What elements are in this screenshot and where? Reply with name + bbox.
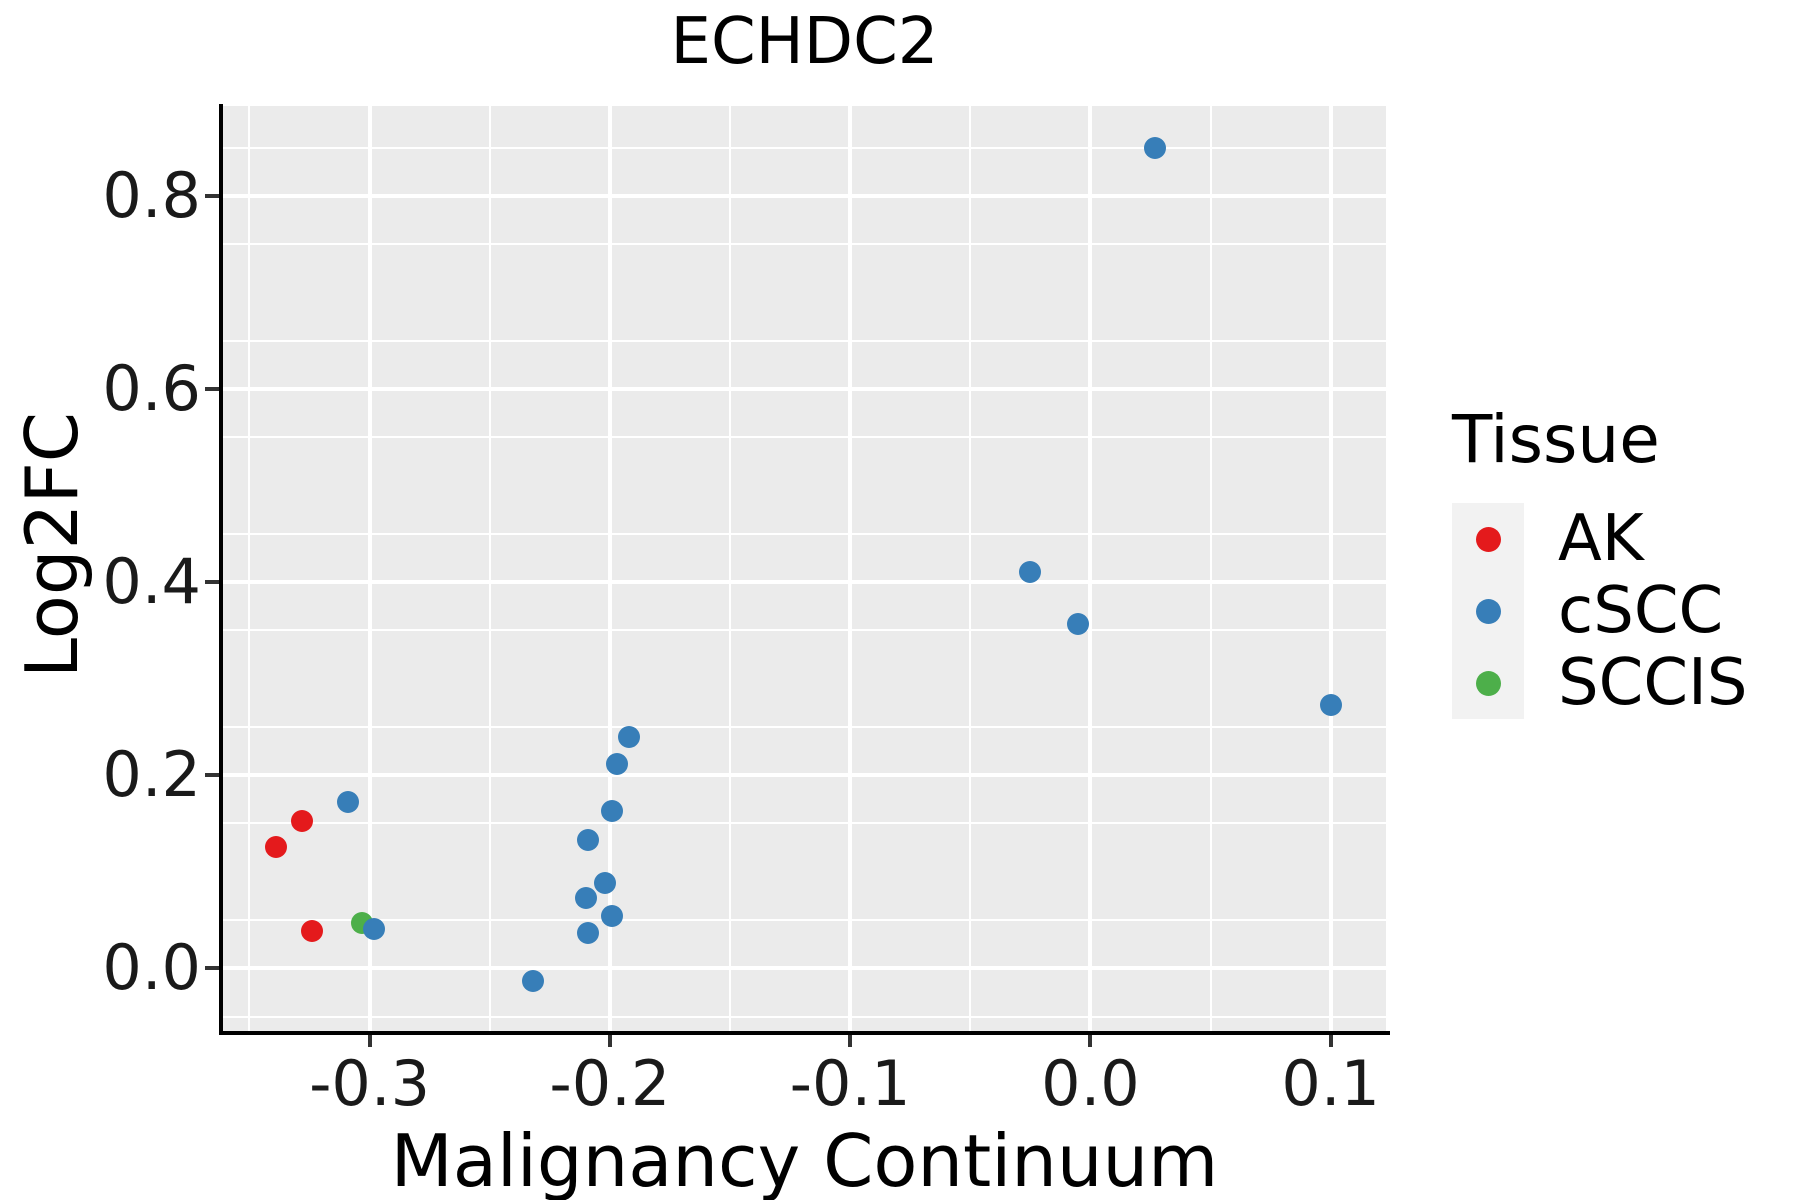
y-minor-gridline	[223, 822, 1386, 825]
y-major-gridline	[223, 773, 1386, 778]
y-tick-mark	[205, 966, 219, 971]
data-point-cscc	[606, 752, 629, 775]
data-point-cscc	[594, 872, 617, 895]
x-minor-gridline	[969, 106, 972, 1031]
y-minor-gridline	[223, 1015, 1386, 1018]
y-tick-mark	[205, 580, 219, 585]
y-major-gridline	[223, 580, 1386, 585]
y-tick-label: 0.2	[102, 738, 201, 812]
data-point-cscc	[601, 799, 624, 822]
y-tick-mark	[205, 773, 219, 778]
x-axis-line	[219, 1031, 1390, 1035]
y-tick-mark	[205, 386, 219, 391]
data-point-cscc	[1019, 561, 1042, 584]
y-minor-gridline	[223, 629, 1386, 632]
legend-swatch-icon	[1475, 598, 1501, 624]
x-tick-mark	[1088, 1035, 1093, 1047]
y-axis-line	[219, 104, 223, 1035]
legend-key-box	[1452, 647, 1524, 719]
x-tick-mark	[607, 1035, 612, 1047]
legend: Tissue AK cSCC SCCIS	[1452, 404, 1800, 719]
legend-rows: AK cSCC SCCIS	[1452, 503, 1800, 719]
x-major-gridline	[367, 106, 372, 1031]
data-point-cscc	[601, 905, 624, 928]
legend-row-ak: AK	[1452, 503, 1800, 575]
x-minor-gridline	[1209, 106, 1212, 1031]
x-tick-mark	[848, 1035, 853, 1047]
x-tick-mark	[367, 1035, 372, 1047]
data-point-cscc	[1319, 693, 1342, 716]
y-minor-gridline	[223, 339, 1386, 342]
x-major-gridline	[607, 106, 612, 1031]
legend-swatch-icon	[1475, 526, 1501, 552]
legend-key-box	[1452, 575, 1524, 647]
y-minor-gridline	[223, 532, 1386, 535]
y-major-gridline	[223, 193, 1386, 198]
x-minor-gridline	[488, 106, 491, 1031]
y-major-gridline	[223, 386, 1386, 391]
x-tick-label: 0.0	[1041, 1047, 1140, 1120]
legend-label: cSCC	[1558, 574, 1724, 648]
data-point-ak	[300, 919, 323, 942]
data-point-ak	[291, 810, 314, 833]
x-major-gridline	[1328, 106, 1333, 1031]
y-major-gridline	[223, 966, 1386, 971]
x-major-gridline	[1088, 106, 1093, 1031]
x-tick-label: -0.2	[549, 1047, 671, 1120]
y-minor-gridline	[223, 436, 1386, 439]
data-point-cscc	[1067, 612, 1090, 635]
x-tick-label: -0.3	[309, 1047, 431, 1120]
legend-swatch-icon	[1475, 670, 1501, 696]
x-axis-title: Malignancy Continuum	[390, 1119, 1219, 1200]
y-tick-mark	[205, 193, 219, 198]
y-tick-label: 0.6	[102, 351, 201, 425]
y-minor-gridline	[223, 146, 1386, 149]
y-axis-title: Log2FC	[10, 411, 94, 679]
x-minor-gridline	[248, 106, 251, 1031]
data-point-cscc	[577, 921, 600, 944]
legend-label: SCCIS	[1558, 646, 1748, 720]
y-minor-gridline	[223, 918, 1386, 921]
data-point-ak	[264, 835, 287, 858]
data-point-cscc	[363, 917, 386, 940]
y-minor-gridline	[223, 725, 1386, 728]
legend-row-cscc: cSCC	[1452, 575, 1800, 647]
y-tick-label: 0.0	[102, 931, 201, 1005]
y-minor-gridline	[223, 243, 1386, 246]
x-tick-label: -0.1	[789, 1047, 911, 1120]
x-major-gridline	[848, 106, 853, 1031]
plot-title: ECHDC2	[670, 5, 939, 79]
data-point-cscc	[521, 969, 544, 992]
y-tick-label: 0.8	[102, 158, 201, 232]
data-point-cscc	[336, 791, 359, 814]
x-tick-label: 0.1	[1281, 1047, 1381, 1120]
plot-panel	[223, 106, 1386, 1031]
y-tick-label: 0.4	[102, 545, 201, 619]
data-point-cscc	[577, 828, 600, 851]
data-point-cscc	[618, 725, 641, 748]
legend-row-sccis: SCCIS	[1452, 647, 1800, 719]
legend-label: AK	[1558, 502, 1644, 576]
x-tick-mark	[1328, 1035, 1333, 1047]
data-point-cscc	[1144, 137, 1167, 160]
x-minor-gridline	[729, 106, 731, 1031]
legend-key-box	[1452, 503, 1524, 575]
data-point-cscc	[574, 886, 597, 909]
legend-title: Tissue	[1452, 401, 1660, 478]
